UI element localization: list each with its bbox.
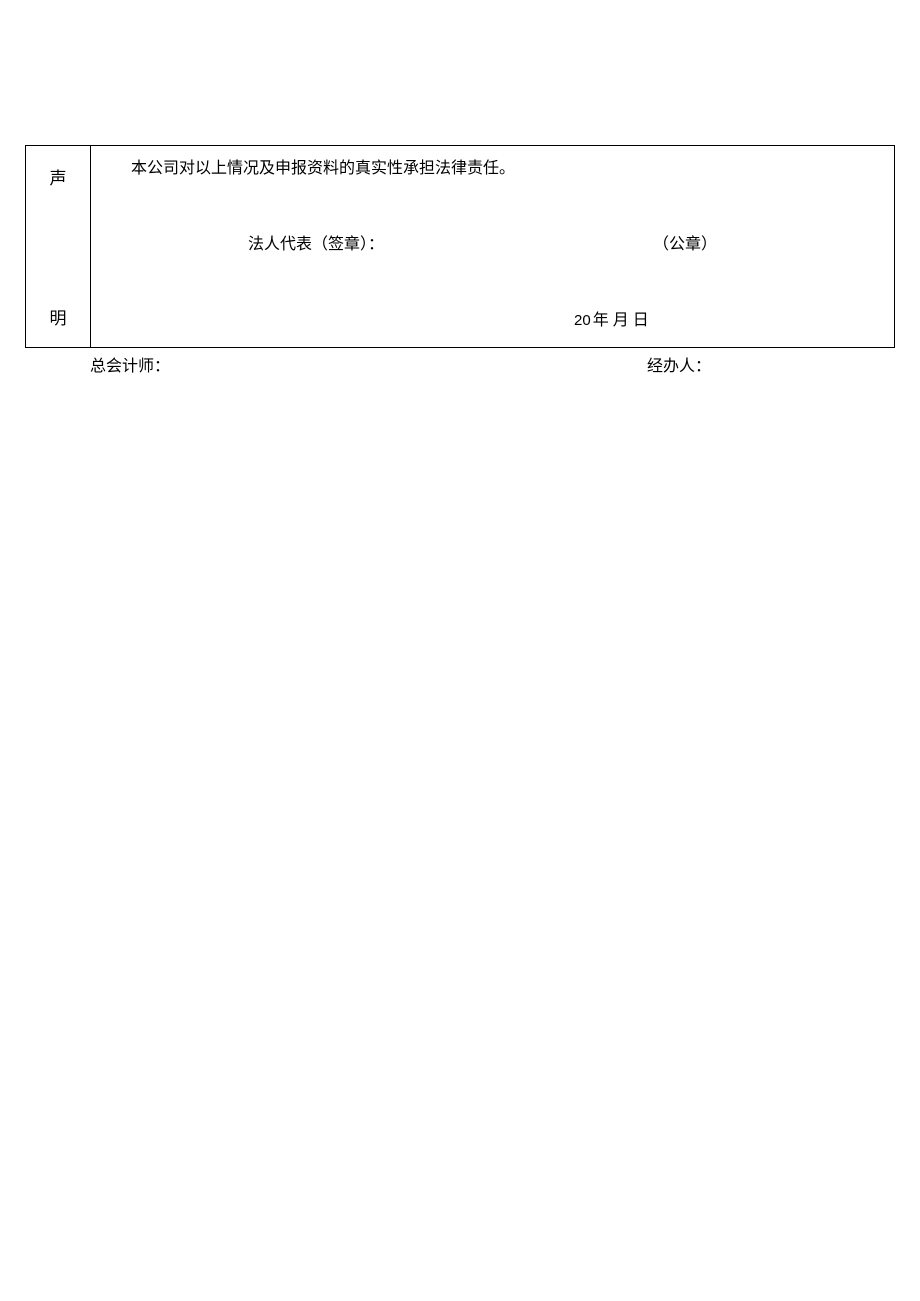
seal-label: （公章） [653,230,717,254]
handler-label: 经办人： [647,352,711,376]
legal-rep-label: 法人代表（签章）： [248,230,384,254]
declaration-header-cell: 声 明 [26,146,91,348]
header-char-1: 声 [26,164,90,189]
date-text: 20年 月 日 [574,306,649,330]
chief-accountant-label: 总会计师： [90,352,170,376]
statement-text: 本公司对以上情况及申报资料的真实性承担法律责任。 [131,154,515,178]
date-year-prefix: 20 [574,312,591,329]
date-suffix: 年 月 日 [593,312,649,329]
footer-row: 总会计师： 经办人： [25,352,895,376]
header-char-2: 明 [26,304,90,329]
declaration-table: 声 明 本公司对以上情况及申报资料的真实性承担法律责任。 法人代表（签章）： （… [25,145,895,348]
declaration-content-cell: 本公司对以上情况及申报资料的真实性承担法律责任。 法人代表（签章）： （公章） … [91,146,895,348]
